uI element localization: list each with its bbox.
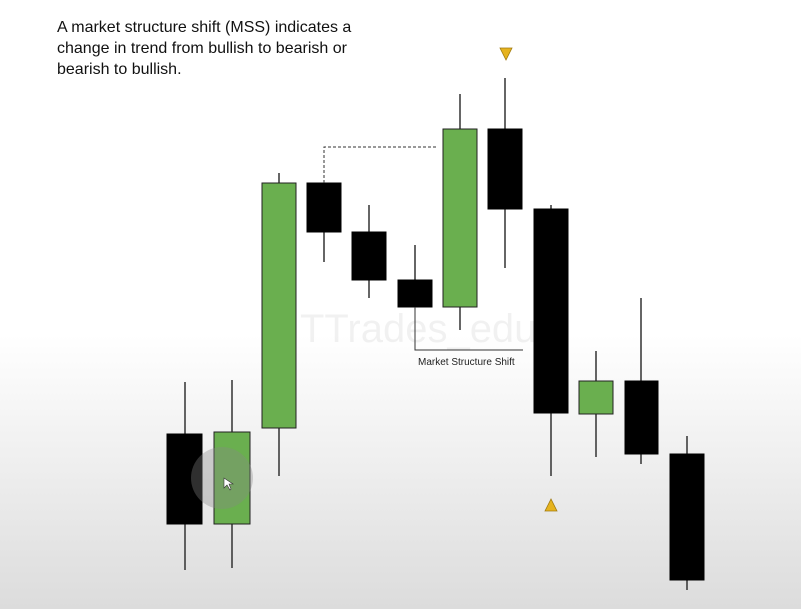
description-line: change in trend from bullish to bearish … [57, 40, 348, 57]
candles [166, 78, 705, 590]
watermark: TTrades_edu [300, 307, 536, 351]
bullish-candle [213, 431, 251, 525]
bearish-candle [166, 433, 203, 525]
cursor-highlight [191, 447, 253, 509]
bearish-candle [306, 182, 342, 233]
buy-marker [544, 498, 558, 512]
mss-label: Market Structure Shift [418, 357, 515, 368]
bullish-candle [442, 128, 478, 308]
sell-marker [499, 47, 513, 61]
bearish-candle [624, 380, 659, 455]
bearish-candle [487, 128, 523, 210]
bearish-candle [533, 208, 569, 414]
description-line: bearish to bullish. [57, 61, 182, 78]
bullish-candle [578, 380, 614, 415]
high-level-line [323, 146, 437, 183]
cursor [223, 477, 234, 491]
description-line: A market structure shift (MSS) indicates… [57, 19, 351, 36]
bearish-candle [351, 231, 387, 281]
bearish-candle [669, 453, 705, 581]
bearish-candle [397, 279, 433, 308]
bullish-candle [261, 182, 297, 429]
mss-line [414, 307, 523, 351]
